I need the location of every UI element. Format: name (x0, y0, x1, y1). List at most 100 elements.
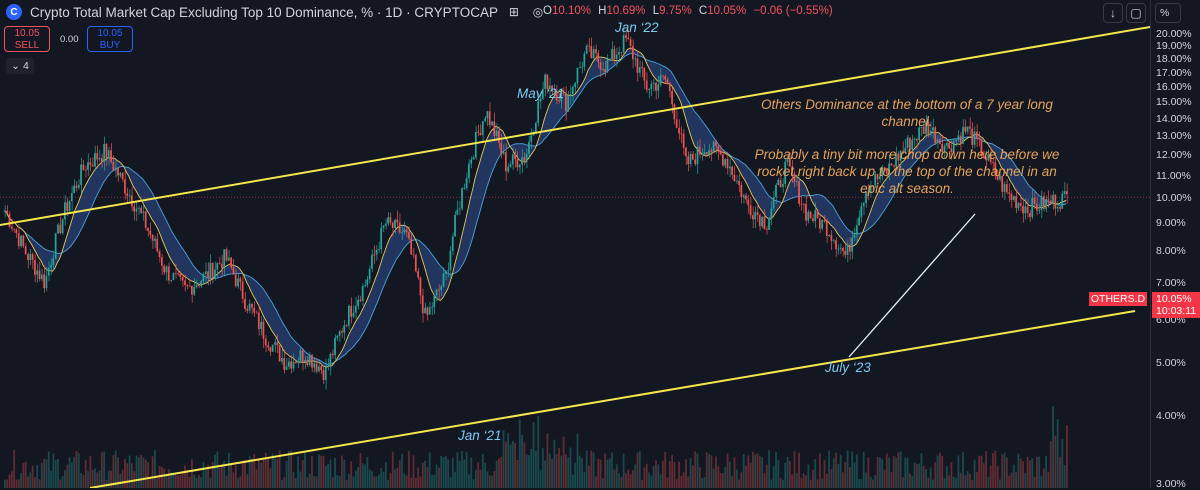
candle-body (382, 225, 385, 228)
sell-button[interactable]: 10.05 SELL (4, 26, 50, 52)
volume-bar (786, 456, 789, 488)
candle-body (544, 74, 546, 89)
candle-body (403, 229, 406, 233)
volume-bar (855, 454, 858, 488)
candle-body (147, 227, 149, 231)
candle-body (114, 167, 117, 171)
volume-bar (631, 470, 634, 488)
volume-bar (170, 472, 173, 488)
candle-body (274, 342, 276, 345)
candle-body (560, 92, 563, 102)
volume-bar (1029, 460, 1031, 488)
volume-bar (597, 458, 600, 488)
volume-bar (50, 470, 52, 488)
symbol-title[interactable]: Crypto Total Market Cap Excluding Top 10… (30, 4, 498, 20)
volume-bar (504, 441, 507, 488)
candle-body (4, 210, 6, 212)
bell-icon[interactable]: ◎ (532, 5, 544, 19)
candle-body (54, 233, 57, 259)
candle-body (747, 199, 750, 206)
volume-bar (202, 462, 205, 488)
candle-body (569, 94, 572, 96)
ohlc-close: 10.05% (707, 5, 747, 17)
volume-bar (281, 479, 283, 488)
volume-bar (408, 450, 410, 488)
volume-bar (144, 459, 147, 488)
volume-bar (881, 459, 884, 488)
volume-bar (36, 465, 39, 488)
candle-body (230, 257, 232, 268)
volume-bar (454, 471, 457, 488)
candle-body (1066, 191, 1068, 195)
candle-body (417, 271, 419, 278)
volume-bar (262, 457, 265, 488)
candle-body (414, 255, 417, 272)
candle-body (620, 52, 623, 53)
candle-body (555, 90, 558, 101)
chevron-down-icon: ⌄ (11, 60, 20, 72)
candle-body (77, 184, 80, 188)
volume-bar (1052, 406, 1054, 488)
candle-body (800, 203, 803, 205)
candle-body (297, 360, 299, 364)
volume-bar (449, 477, 452, 488)
volume-bar (405, 475, 408, 488)
candle-body (1005, 184, 1008, 193)
candle-body (22, 235, 25, 247)
candle-body (892, 165, 895, 167)
volume-bar (655, 460, 657, 488)
volume-bar (285, 460, 288, 488)
volume-bar (1061, 438, 1064, 488)
volume-bar (98, 470, 101, 488)
candle-body (248, 303, 251, 311)
candle-body (980, 139, 983, 157)
price-axis[interactable]: % 20.00% 19.00% 18.00% 17.00% 16.00% 15.00% 14… (1150, 0, 1200, 490)
price-chart[interactable] (0, 0, 1150, 488)
volume-bar (715, 456, 717, 488)
volume-bar (59, 479, 62, 488)
buy-button[interactable]: 10.05 BUY (87, 26, 133, 52)
candle-body (34, 260, 36, 275)
volume-bar (539, 469, 542, 488)
volume-bar (832, 458, 835, 488)
candle-body (89, 162, 92, 165)
volume-bar (1056, 419, 1059, 488)
buy-label: BUY (99, 40, 121, 51)
candle-body (987, 154, 990, 161)
fullscreen-button[interactable]: ▢ (1126, 3, 1146, 23)
volume-bar (456, 452, 459, 488)
volume-bar (634, 464, 637, 488)
candle-body (973, 131, 976, 145)
volume-bar (414, 477, 417, 488)
candle-body (294, 361, 297, 364)
volume-bar (691, 465, 694, 488)
indicators-toggle[interactable]: ⌄ 4 (6, 58, 34, 74)
candle-body (186, 284, 189, 286)
candle-body (357, 299, 359, 307)
analysis-note: Others Dominance at the bottom of a 7 ye… (752, 96, 1062, 213)
volume-bar (846, 450, 849, 488)
volume-bar (477, 462, 480, 488)
candle-body (571, 86, 574, 95)
volume-bar (641, 479, 644, 488)
volume-bar (91, 469, 94, 488)
percent-toggle[interactable]: % (1155, 3, 1181, 23)
candle-body (389, 217, 392, 223)
download-button[interactable]: ↓ (1103, 3, 1123, 23)
candle-body (717, 146, 720, 152)
fullscreen-icon: ▢ (1130, 6, 1142, 20)
candle-body (687, 156, 690, 165)
volume-bar (433, 474, 436, 488)
candle-body (234, 274, 237, 287)
candle-body (329, 353, 332, 366)
volume-bar (1047, 471, 1050, 488)
candle-body (957, 135, 960, 140)
candle-body (426, 307, 429, 315)
chart-area[interactable]: C Crypto Total Market Cap Excluding Top … (0, 0, 1150, 488)
volume-bar (214, 454, 216, 488)
ohlc-high: 10.69% (606, 5, 646, 17)
volume-bar (486, 471, 489, 488)
candle-body (84, 169, 87, 171)
link-icon[interactable]: ⊞ (508, 5, 519, 19)
ohlc-open-key: O (543, 5, 552, 17)
